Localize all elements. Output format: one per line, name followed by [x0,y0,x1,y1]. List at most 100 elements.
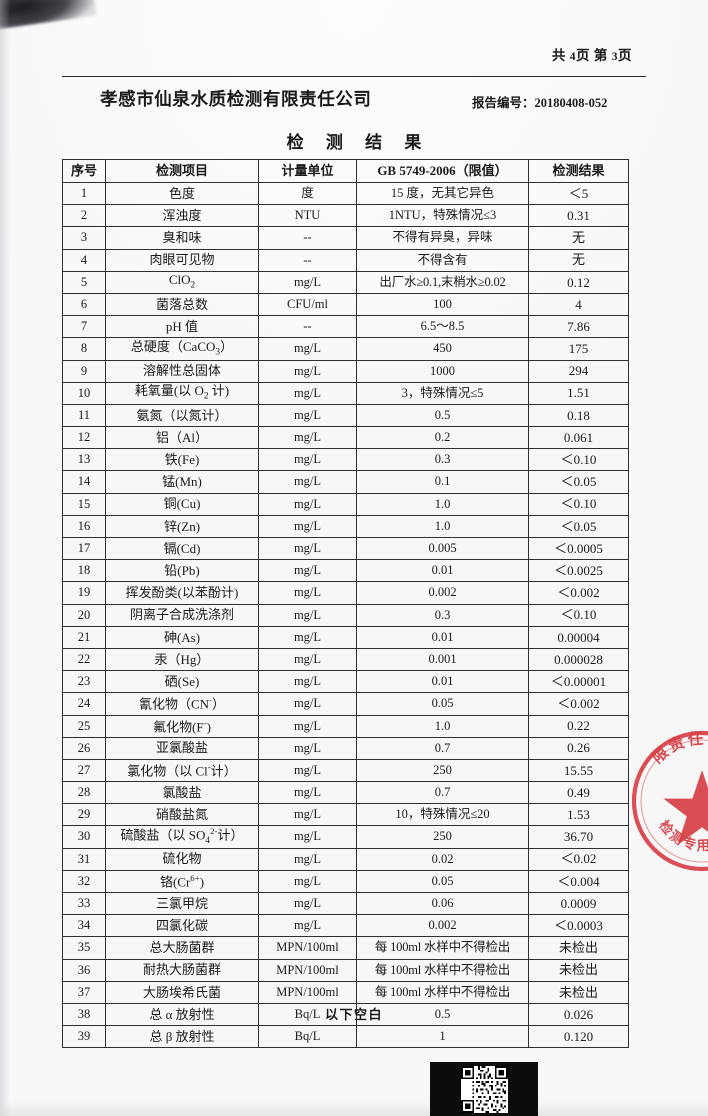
cell-result: ＜0.05 [528,514,629,539]
cell-limit: 1.0 [356,492,529,516]
cell-result: 未检出 [528,958,629,982]
cell-result: ＜0.05 [528,470,629,494]
cell-result: 4 [528,292,629,317]
cell-limit: 250 [356,758,529,783]
cell-unit: -- [258,226,357,250]
table-row: 10 耗氧量(以 O2 计) mg/L 3，特殊情况≤5 1.51 [62,381,629,405]
cell-result: 0.061 [528,426,629,450]
cell-unit: mg/L [258,559,357,583]
cell-unit: Bq/L [258,1025,357,1049]
cell-limit: 0.2 [356,426,529,450]
cell-limit: 0.7 [356,781,529,805]
table-row: 12 铝（Al） mg/L 0.2 0.061 [62,426,629,450]
cell-limit: 0.002 [356,914,529,938]
cell-result: 0.12 [528,270,629,294]
cell-unit: mg/L [258,426,357,450]
cell-result: ＜0.002 [528,581,629,605]
table-row: 11 氨氮（以氮计） mg/L 0.5 0.18 [62,403,629,428]
cell-row-number: 5 [62,270,106,294]
cell-limit: 0.01 [356,559,529,583]
cell-test-item: 总 β 放射性 [105,1025,259,1049]
cell-limit: 1.0 [356,514,529,539]
cell-result: 0.26 [528,736,629,760]
cell-limit: 0.002 [356,581,529,605]
cell-row-number: 18 [62,559,106,583]
table-row: 2 浑浊度 NTU 1NTU，特殊情况≤3 0.31 [62,204,629,228]
cell-test-item: 菌落总数 [105,292,259,317]
cell-limit: 0.1 [356,470,529,494]
cell-row-number: 37 [62,980,106,1004]
table-row: 31 硫化物 mg/L 0.02 ＜0.02 [62,847,629,871]
cell-result: ＜0.002 [528,692,629,716]
report-number: 报告编号：20180408-052 [472,96,608,110]
cell-test-item: 耐热大肠菌群 [105,958,259,982]
cell-test-item: 大肠埃希氏菌 [105,980,259,1004]
page-title: 检 测 结 果 [286,133,431,152]
cell-unit: mg/L [258,492,357,516]
cell-limit: 1 [356,1025,529,1049]
col-header-unit: 计量单位 [258,159,357,183]
cell-unit: mg/L [258,270,357,294]
table-row: 6 菌落总数 CFU/ml 100 4 [62,292,629,317]
cell-test-item: 铁(Fe) [105,448,259,472]
cell-result: 未检出 [528,936,629,960]
cell-result: 1.51 [528,381,629,405]
cell-unit: mg/L [258,891,357,916]
cell-limit: 0.05 [356,869,529,894]
cell-row-number: 16 [62,514,106,539]
cell-unit: NTU [258,204,357,228]
cell-unit: mg/L [258,914,357,938]
cell-row-number: 11 [62,403,106,428]
cell-unit: mg/L [258,337,357,361]
cell-result: ＜0.02 [528,847,629,871]
cell-row-number: 6 [62,292,106,317]
cell-unit: mg/L [258,603,357,627]
cell-test-item: 硫酸盐（以 SO42-计） [105,825,259,849]
cell-result: 294 [528,359,629,383]
cell-test-item: 铝（Al） [105,426,259,450]
cell-unit: mg/L [258,670,357,694]
cell-row-number: 17 [62,536,106,561]
table-row: 4 肉眼可见物 -- 不得含有无 [62,248,629,272]
cell-test-item: 总硬度（CaCO3） [105,337,259,361]
table-row: 3 臭和味 -- 不得有异臭，异味无 [62,226,629,250]
table-header-row: 序号 检测项目 计量单位 GB 5749-2006（限值） 检测结果 [62,159,629,183]
cell-row-number: 2 [62,204,106,228]
cell-result: ＜0.0025 [528,559,629,583]
cell-unit: MPN/100ml [258,958,357,982]
table-row: 19 挥发酚类(以苯酚计) mg/L 0.002 ＜0.002 [62,581,629,605]
cell-test-item: 硒(Se) [105,670,259,694]
table-row: 28 氯酸盐 mg/L 0.7 0.49 [62,781,629,805]
cell-unit: mg/L [258,714,357,738]
cell-result: ＜0.10 [528,492,629,516]
cell-unit: mg/L [258,758,357,783]
cell-result: ＜0.0003 [528,914,629,938]
cell-row-number: 8 [62,337,106,361]
company-name: 孝感市仙泉水质检测有限责任公司 [100,89,372,109]
cell-limit: 0.05 [356,692,529,716]
cell-limit: 1NTU，特殊情况≤3 [356,204,529,228]
table-row: 22 汞（Hg） mg/L 0.001 0.000028 [62,647,629,672]
cell-unit: mg/L [258,625,357,649]
cell-row-number: 36 [62,958,106,982]
cell-unit: mg/L [258,825,357,849]
cell-test-item: 铬(Cr6+) [105,869,259,894]
cell-result: 0.120 [528,1025,629,1049]
cell-result: 0.18 [528,403,629,428]
cell-unit: mg/L [258,359,357,383]
cell-result: 无 [528,248,629,272]
cell-limit: 出厂水≥0.1,末梢水≥0.02 [356,270,529,294]
cell-result: 0.026 [528,1002,629,1027]
test-results-table: 序号 检测项目 计量单位 GB 5749-2006（限值） 检测结果 1 色度度 1… [62,159,629,1049]
cell-test-item: 锌(Zn) [105,514,259,539]
cell-row-number: 3 [62,226,106,250]
cell-result: 0.00004 [528,625,629,649]
cell-result: 36.70 [528,825,629,849]
cell-row-number: 26 [62,736,106,760]
cell-row-number: 32 [62,869,106,894]
cell-limit: 0.3 [356,448,529,472]
cell-row-number: 9 [62,359,106,383]
cell-test-item: 锰(Mn) [105,470,259,494]
cell-result: 0.31 [528,204,629,228]
cell-test-item: 氯化物（以 Cl-计） [105,758,259,783]
